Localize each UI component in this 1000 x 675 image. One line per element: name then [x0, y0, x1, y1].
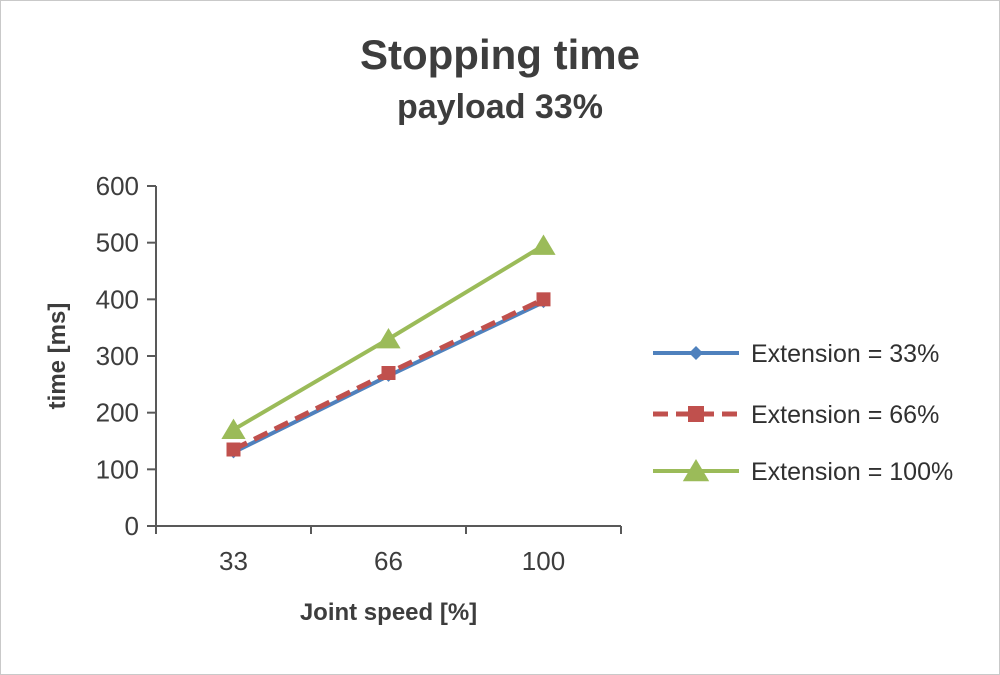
chart-title-block: Stopping time payload 33%	[1, 31, 999, 128]
square-marker-icon	[226, 442, 241, 457]
legend-label: Extension = 33%	[751, 340, 939, 368]
diamond-marker-icon	[689, 346, 703, 360]
square-marker-icon	[381, 366, 396, 380]
triangle-marker-icon	[531, 234, 556, 255]
square-marker-icon	[688, 406, 704, 422]
y-tick-label: 500	[96, 228, 139, 258]
triangle-marker-icon	[682, 459, 710, 482]
legend-item: Extension = 66%	[653, 401, 939, 429]
x-tick-label: 66	[374, 546, 403, 576]
x-tick-label: 33	[219, 546, 248, 576]
y-tick-label: 100	[96, 454, 139, 484]
y-tick-label: 400	[96, 284, 139, 314]
y-tick-label: 200	[96, 398, 139, 428]
y-axis-title: time [ms]	[44, 303, 71, 410]
chart-subtitle: payload 33%	[397, 88, 603, 127]
chart-title: Stopping time	[360, 31, 640, 78]
x-axis-title: Joint speed [%]	[300, 599, 477, 626]
y-tick-label: 0	[125, 511, 139, 541]
y-tick-label: 600	[96, 171, 139, 201]
legend-label: Extension = 66%	[751, 401, 939, 429]
series-2	[226, 292, 551, 457]
legend-item: Extension = 100%	[653, 458, 953, 486]
triangle-marker-icon	[376, 328, 401, 349]
series-3	[221, 234, 556, 440]
legend-item: Extension = 33%	[653, 340, 939, 368]
y-tick-label: 300	[96, 341, 139, 371]
square-marker-icon	[536, 292, 551, 307]
x-tick-label: 100	[522, 546, 565, 576]
legend-label: Extension = 100%	[751, 458, 953, 486]
triangle-marker-icon	[221, 418, 246, 440]
